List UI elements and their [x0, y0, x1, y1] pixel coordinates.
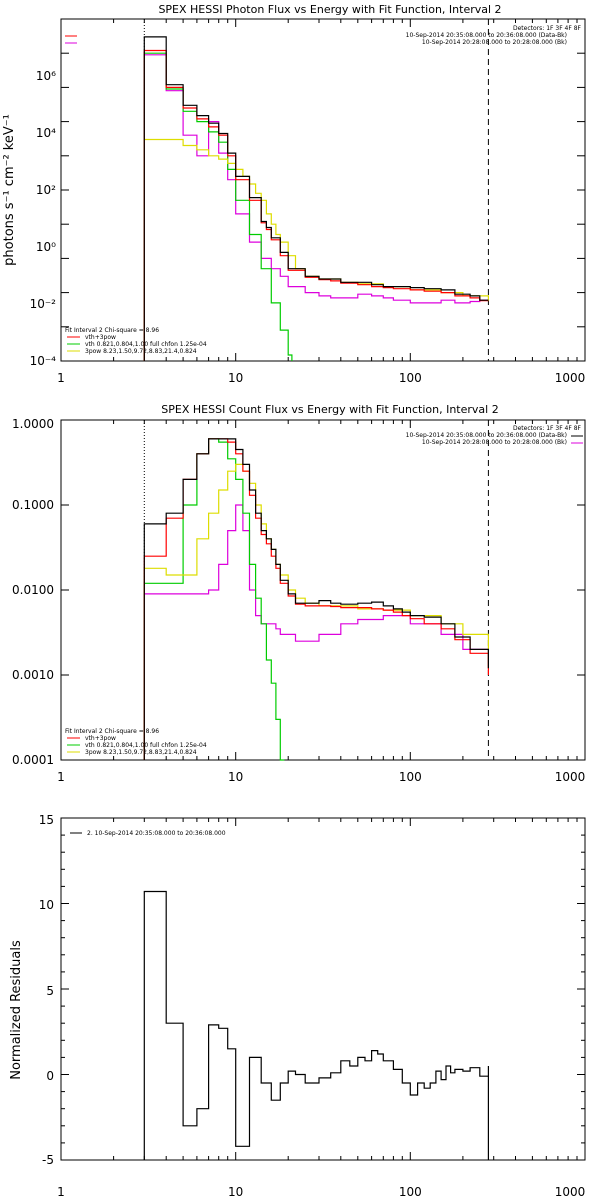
series-data-bk-line	[143, 36, 489, 361]
series-background-line	[143, 54, 489, 361]
count-flux-ytick-0.1000: 0.1000	[12, 498, 54, 512]
count-flux-legend-vth3pow: vth+3pow	[85, 735, 116, 742]
count-flux-plot-frame	[60, 419, 586, 761]
count-flux-legend-detectors: Detectors: 1F 3F 4F 8F	[513, 425, 582, 432]
series-3pow-line	[143, 138, 489, 361]
count-flux-ticks	[60, 419, 585, 761]
photon-flux-ytick-1e-4: 10⁻⁴	[30, 354, 57, 368]
count-flux-ytick-0.0001: 0.0001	[12, 753, 54, 767]
series-vth-3pow-line	[143, 49, 489, 361]
photon-flux-ytick-1e0: 10⁰	[36, 240, 56, 254]
count-flux-legend-vth: vth 0.821,0.804,1.00 full chfon 1.25e-04	[85, 742, 207, 749]
residuals-series	[143, 890, 489, 1160]
photon-flux-series	[143, 19, 489, 361]
residuals-plot-frame	[60, 817, 586, 1161]
photon-flux-xtick-1000: 1000	[555, 371, 586, 385]
photon-flux-ytick-1e4: 10⁴	[36, 126, 56, 140]
count-flux-ytick-0.0010: 0.0010	[12, 668, 54, 682]
photon-flux-legend-bk-interval: 10-Sep-2014 20:28:08.000 to 20:28:08.000…	[422, 39, 567, 46]
photon-flux-plot-frame	[60, 18, 586, 362]
photon-flux-title: SPEX HESSI Photon Flux vs Energy with Fi…	[158, 3, 501, 16]
residuals-xtick-1: 1	[57, 1185, 65, 1199]
residuals-xtick-100: 100	[399, 1185, 422, 1199]
count-flux-title: SPEX HESSI Count Flux vs Energy with Fit…	[161, 403, 498, 416]
series-background-line	[143, 504, 489, 760]
photon-flux-xtick-1: 1	[57, 371, 65, 385]
series-3pow-line	[143, 463, 489, 760]
count-flux-legend-bk-interval: 10-Sep-2014 20:28:08.000 to 20:28:08.000…	[422, 439, 567, 446]
photon-flux-ticks	[60, 18, 585, 362]
count-flux-xtick-1: 1	[57, 770, 65, 784]
series-vth-3pow-line	[143, 438, 489, 760]
photon-flux-legend-fit: Fit Interval 2 Chi-square = 8.96	[65, 327, 159, 334]
photon-flux-legend-data-interval: 10-Sep-2014 20:35:08.000 to 20:36:08.000…	[406, 32, 567, 39]
residuals-xtick-10: 10	[228, 1185, 243, 1199]
photon-flux-legend-vth: vth 0.821,0.804,1.00 full chfon 1.25e-04	[85, 341, 207, 348]
series-vth-line	[143, 52, 293, 361]
residuals-xtick-1000: 1000	[555, 1185, 586, 1199]
residuals-legend-label: 2. 10-Sep-2014 20:35:08.000 to 20:36:08.…	[87, 830, 226, 837]
photon-flux-xtick-10: 10	[228, 371, 243, 385]
photon-flux-panel: SPEX HESSI Photon Flux vs Energy with Fi…	[2, 3, 586, 385]
count-flux-legend-3pow: 3pow 8.23,1.50,9.72,8.83,21.4,0.824	[85, 749, 197, 756]
photon-flux-legend-3pow: 3pow 8.23,1.50,9.72,8.83,21.4,0.824	[85, 348, 197, 355]
residuals-panel: 1 10 100 1000 -5 0 5 10 15 Normalized Re…	[9, 813, 586, 1199]
count-flux-legend-fit: Fit Interval 2 Chi-square = 8.96	[65, 728, 159, 735]
photon-flux-ytick-1e-2: 10⁻²	[30, 297, 57, 311]
count-flux-xtick-1000: 1000	[555, 770, 586, 784]
residuals-series-line	[143, 890, 489, 1160]
residuals-ytick-10: 10	[39, 898, 54, 912]
residuals-ytick-15: 15	[39, 813, 54, 827]
count-flux-ytick-0.0100: 0.0100	[12, 583, 54, 597]
count-flux-series	[143, 420, 489, 761]
photon-flux-ytick-1e6: 10⁶	[36, 69, 56, 83]
residuals-ytick-5: 5	[46, 984, 54, 998]
photon-flux-ylabel: photons s⁻¹ cm⁻² keV⁻¹	[2, 114, 17, 266]
photon-flux-ytick-1e2: 10²	[36, 183, 56, 197]
residuals-ylabel: Normalized Residuals	[9, 940, 24, 1080]
photon-flux-legend-vth3pow: vth+3pow	[85, 334, 116, 341]
count-flux-xtick-10: 10	[228, 770, 243, 784]
series-data-bk-line	[143, 438, 489, 760]
residuals-ticks	[60, 817, 585, 1161]
count-flux-ytick-1.0000: 1.0000	[12, 417, 54, 431]
residuals-ytick-0: 0	[46, 1069, 54, 1083]
series-vth-line	[143, 438, 285, 761]
count-flux-panel: SPEX HESSI Count Flux vs Energy with Fit…	[12, 403, 586, 784]
count-flux-xtick-100: 100	[399, 770, 422, 784]
photon-flux-legend-detectors: Detectors: 1F 3F 4F 8F	[513, 25, 582, 32]
residuals-ytick-m5: -5	[42, 1153, 54, 1167]
photon-flux-xtick-100: 100	[399, 371, 422, 385]
count-flux-legend-data-interval: 10-Sep-2014 20:35:08.000 to 20:36:08.000…	[406, 432, 567, 439]
